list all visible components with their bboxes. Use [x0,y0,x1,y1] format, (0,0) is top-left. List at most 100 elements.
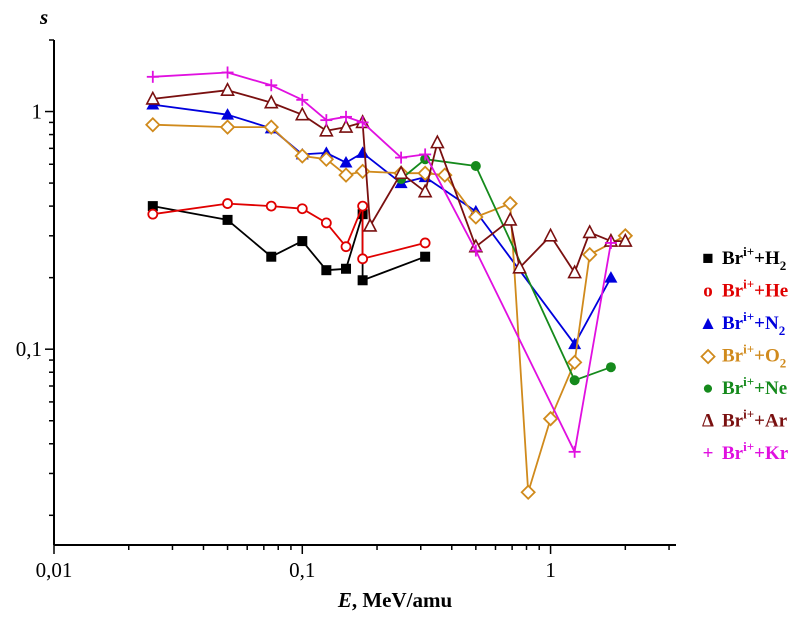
data-point-br-i-kr [356,116,369,129]
legend-label: Bri++N2 [722,309,785,338]
data-point-br-i-h2 [321,265,332,276]
data-point-br-i-he [222,198,233,209]
legend-label: Bri++H2 [722,244,786,273]
x-tick-label: 0,1 [289,558,315,582]
legend-base: Br [722,378,744,399]
legend-plus: +Ar [754,411,788,432]
data-point-br-i-he [320,217,332,229]
legend-sub: 2 [780,356,787,371]
data-point-br-i-n2 [356,146,370,158]
data-point-br-i-ar [417,183,433,198]
data-point-br-i-ar [220,81,235,96]
data-point-br-i-kr [604,236,617,249]
data-point-br-i-he [419,237,431,249]
data-point-br-i-o2 [502,195,518,212]
data-point-br-i-ar [145,90,161,105]
data-point-br-i-ar [502,211,518,226]
series-line-br-i-h2 [152,205,426,282]
data-point-br-i-ar [512,259,527,274]
legend-base: Br [722,281,744,302]
data-point-br-i-ar [543,227,558,242]
data-point-br-i-ar [294,106,310,121]
data-point-br-i-h2 [341,263,352,274]
data-point-br-i-kr [146,70,159,83]
data-point-br-i-h2 [357,275,368,286]
data-point-br-i-he [147,208,159,220]
series-br-i-o2 [145,116,634,501]
data-point-br-i-o2 [581,246,598,263]
data-point-br-i-ne [470,160,481,171]
x-axis-title-var: E [337,588,352,612]
data-point-br-i-ar [362,217,378,232]
data-point-br-i-o2 [263,119,280,135]
legend-item-br-i-o2: ◇ Bri++O2 [700,342,787,371]
data-point-br-i-h2 [222,214,233,225]
data-point-br-i-kr [320,114,333,127]
data-point-br-i-ar [338,118,354,133]
y-tick-label: 1 [32,100,43,124]
data-point-br-i-ar [617,232,633,247]
legend-sup: i+ [743,244,754,259]
legend-sup: i+ [743,277,754,292]
series-br-i-kr [146,66,617,458]
legend-symbol: ◇ [700,346,717,367]
legend-item-br-i-ne: ● Bri++Ne [702,374,787,399]
data-point-br-i-he [340,241,352,253]
legend-base: Br [722,411,744,432]
series-br-i-he [147,198,431,265]
data-point-br-i-o2 [294,148,311,164]
legend-item-br-i-n2: ▲ Bri++N2 [699,309,786,338]
y-tick-label: 0,1 [16,337,42,361]
legend-item-br-i-he: o Bri++He [703,277,788,302]
data-point-br-i-he [357,200,369,212]
data-point-br-i-kr [340,110,353,123]
data-point-br-i-kr [568,445,581,458]
legend-sup: i+ [743,374,754,389]
data-point-br-i-ne [605,362,616,373]
legend-sup: i+ [743,407,754,422]
legend: ■ Bri++H2o Bri++He▲ Bri++N2◇ Bri++O2● Bri++Ne… [699,244,789,464]
legend-sup: i+ [743,309,754,324]
x-tick-label: 0,01 [36,558,73,582]
data-point-br-i-n2 [568,337,582,350]
legend-label: Bri++Kr [722,439,789,464]
legend-plus: +N [754,313,779,334]
data-point-br-i-n2 [604,271,618,283]
data-point-br-i-o2 [520,484,536,501]
legend-symbol: ● [702,378,713,399]
data-point-br-i-ar [567,264,582,279]
data-point-br-i-h2 [266,251,277,262]
legend-symbol: Δ [702,411,714,432]
data-point-br-i-h2 [297,236,308,247]
data-point-br-i-he [357,253,369,265]
data-point-br-i-o2 [219,119,236,135]
legend-item-br-i-ar: Δ Bri++Ar [702,407,788,432]
data-point-br-i-he [296,203,308,215]
y-axis-title: s [39,5,48,29]
data-point-br-i-ar [393,165,409,180]
legend-base: Br [722,248,744,269]
legend-base: Br [722,313,744,334]
series-line-br-i-he [152,202,426,260]
x-tick-label: 1 [545,558,556,582]
legend-sub: 2 [779,323,786,338]
data-point-br-i-kr [469,244,482,257]
x-axis-title: E, MeV/amu [337,588,453,612]
series-br-i-n2 [146,98,618,350]
series-group [145,66,634,501]
legend-symbol: ▲ [699,313,718,334]
series-br-i-h2 [147,201,431,286]
data-point-br-i-ar [319,122,334,137]
x-axis-title-unit: , MeV/amu [352,588,453,612]
legend-sup: i+ [743,342,754,357]
data-point-br-i-kr [265,79,278,92]
data-point-br-i-o2 [468,209,484,225]
data-point-br-i-o2 [318,151,335,168]
series-br-i-ne [396,154,616,386]
legend-base: Br [722,443,744,464]
legend-plus: +O [754,346,780,367]
data-point-br-i-he [265,200,277,212]
legend-symbol: o [703,281,713,302]
legend-item-br-i-h2: ■ Bri++H2 [702,244,786,273]
